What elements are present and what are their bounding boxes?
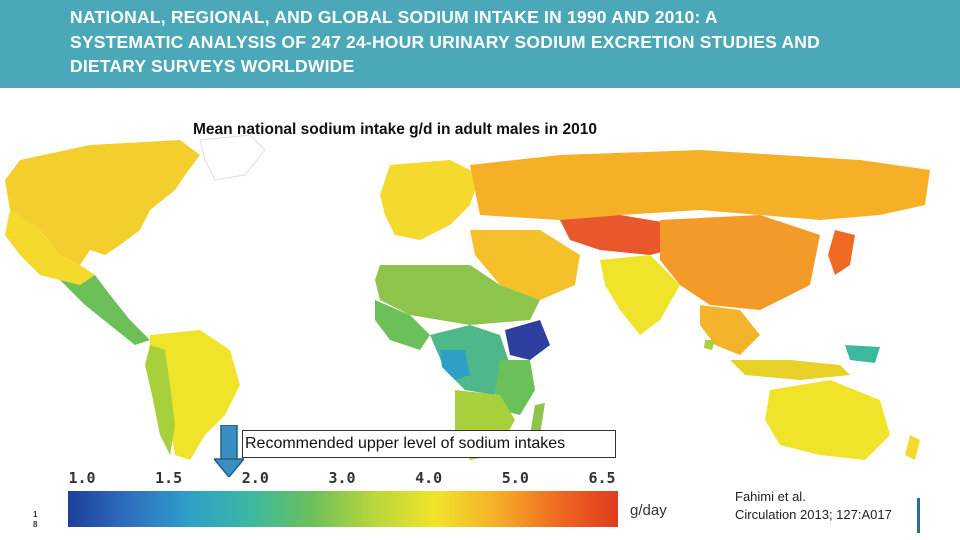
slide-title: NATIONAL, REGIONAL, AND GLOBAL SODIUM IN… [70,7,820,76]
madagascar [530,403,545,435]
papua [845,345,880,363]
recommended-level-callout: Recommended upper level of sodium intake… [242,430,616,458]
citation-journal: Circulation 2013; 127:A017 [735,507,892,522]
japan [828,230,855,275]
legend-tick-label: 1.0 [68,469,95,487]
intake-color-legend: 1.0 1.5 2.0 3.0 4.0 5.0 6.5 g/day [68,469,667,527]
north-africa [375,265,540,325]
slide-number-digit-1: 1 [33,510,38,519]
accent-rule [917,498,920,533]
world-map [5,135,930,460]
slide-number-digit-2: 8 [33,520,38,529]
legend-unit: g/day [630,502,667,519]
greenland [199,135,266,181]
legend-tick-label: 3.0 [328,469,355,487]
legend-tick-label: 5.0 [502,469,529,487]
legend-tick-label: 1.5 [155,469,182,487]
indonesia [730,360,850,380]
usa [5,210,95,285]
south-america-west [145,345,175,455]
slide-number: 1 8 [33,510,37,530]
citation: Fahimi et al. Circulation 2013; 127:A017 [735,488,892,524]
mexico-central-america [60,275,150,345]
india [600,255,680,335]
middle-east [470,230,580,300]
east-africa [495,360,535,415]
legend-tick-label: 6.5 [588,469,615,487]
congo-region [440,350,470,380]
legend-tick-label: 4.0 [415,469,442,487]
australia [765,380,890,460]
legend-tick-label: 2.0 [242,469,269,487]
map-title: Mean national sodium intake g/d in adult… [193,121,597,138]
central-africa [430,325,510,395]
legend-color-bar [68,491,618,527]
china [660,215,820,310]
indian-ocean-islands [704,340,715,350]
west-africa [375,300,430,350]
legend-ticks: 1.0 1.5 2.0 3.0 4.0 5.0 6.5 [68,469,615,487]
russia [470,150,930,220]
recommended-level-arrow [214,425,244,477]
europe [380,160,480,240]
southeast-asia [700,305,760,355]
new-zealand [905,435,920,460]
citation-authors: Fahimi et al. [735,489,806,504]
central-asia [560,215,690,255]
kenya-region [505,320,550,360]
north-america [5,140,200,265]
title-banner: NATIONAL, REGIONAL, AND GLOBAL SODIUM IN… [0,0,960,88]
